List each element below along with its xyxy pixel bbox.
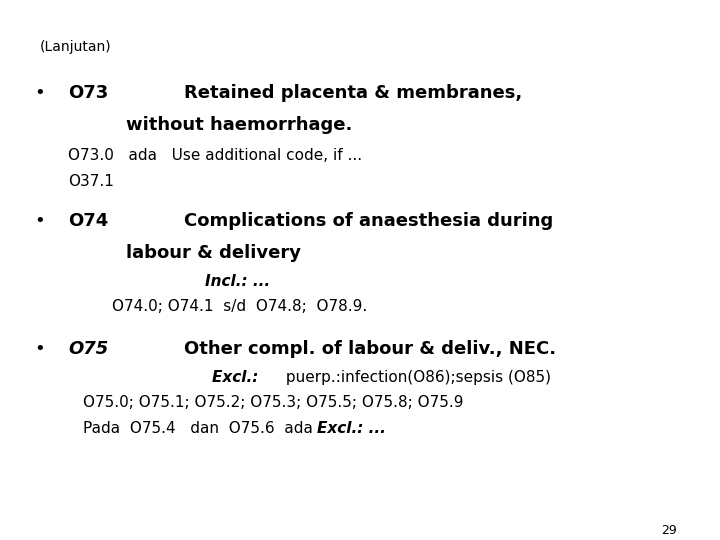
Text: O75.0; O75.1; O75.2; O75.3; O75.5; O75.8; O75.9: O75.0; O75.1; O75.2; O75.3; O75.5; O75.8… (83, 395, 463, 410)
Text: Excl.:: Excl.: (212, 370, 264, 385)
Text: Retained placenta & membranes,: Retained placenta & membranes, (184, 84, 522, 102)
Text: Excl.: ...: Excl.: ... (317, 421, 386, 436)
Text: O73: O73 (68, 84, 109, 102)
Text: •: • (35, 212, 45, 230)
Text: 29: 29 (661, 524, 677, 537)
Text: labour & delivery: labour & delivery (126, 244, 301, 262)
Text: O75: O75 (68, 340, 109, 358)
Text: Incl.: ...: Incl.: ... (205, 274, 270, 289)
Text: O74.0; O74.1  s/d  O74.8;  O78.9.: O74.0; O74.1 s/d O74.8; O78.9. (112, 299, 367, 314)
Text: without haemorrhage.: without haemorrhage. (126, 116, 352, 134)
Text: O74: O74 (68, 212, 109, 230)
Text: •: • (35, 340, 45, 358)
Text: puerp.:infection(O86);sepsis (O85): puerp.:infection(O86);sepsis (O85) (281, 370, 551, 385)
Text: (Lanjutan): (Lanjutan) (40, 40, 111, 55)
Text: Complications of anaesthesia during: Complications of anaesthesia during (184, 212, 553, 230)
Text: •: • (35, 84, 45, 102)
Text: O73.0   ada   Use additional code, if ...: O73.0 ada Use additional code, if ... (68, 148, 363, 164)
Text: Other compl. of labour & deliv., NEC.: Other compl. of labour & deliv., NEC. (184, 340, 556, 358)
Text: Pada  O75.4   dan  O75.6  ada: Pada O75.4 dan O75.6 ada (83, 421, 323, 436)
Text: O37.1: O37.1 (68, 174, 114, 189)
